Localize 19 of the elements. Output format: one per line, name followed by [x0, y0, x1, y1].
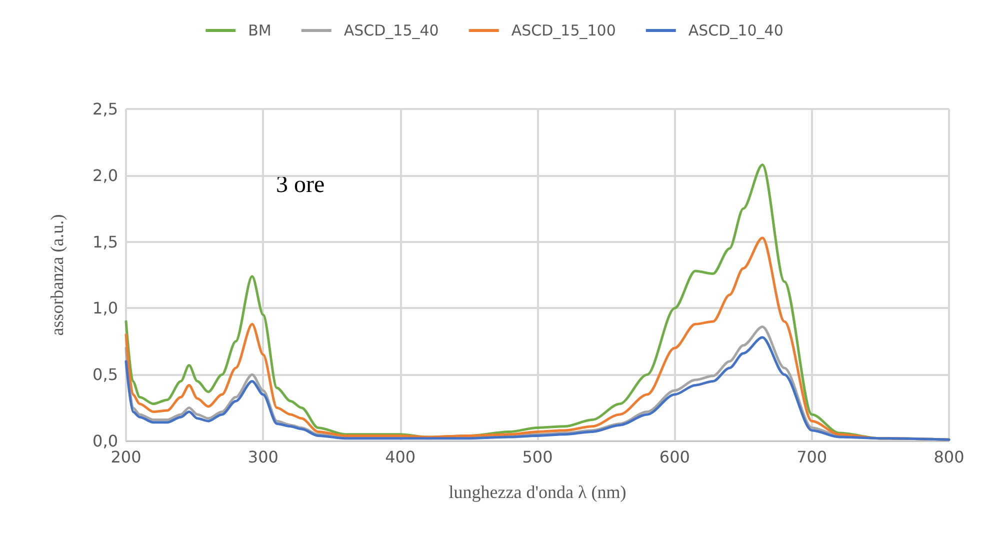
- legend-label: ASCD_15_100: [511, 22, 616, 40]
- y-tick-label: 1,0: [92, 298, 118, 318]
- legend-label: ASCD_15_40: [344, 22, 439, 40]
- y-tick-label: 2,0: [92, 166, 118, 185]
- x-tick-label: 200: [110, 448, 142, 466]
- x-tick-label: 800: [934, 448, 964, 466]
- x-tick-label: 300: [248, 448, 278, 466]
- x-tick-label: 600: [659, 448, 690, 466]
- y-axis-title: assorbanza (a.u.): [47, 214, 67, 336]
- x-tick-label: 400: [385, 448, 416, 466]
- y-tick-label: 2,5: [92, 100, 118, 118]
- y-tick-label: 0,5: [92, 365, 118, 384]
- x-tick-label: 700: [796, 448, 828, 466]
- y-tick-label: 0,0: [92, 432, 118, 450]
- legend-label: ASCD_10_40: [688, 22, 784, 40]
- legend-label: BM: [248, 22, 272, 40]
- y-tick-label: 1,5: [92, 232, 118, 252]
- x-axis-title: lunghezza d'onda λ (nm): [448, 482, 626, 502]
- x-tick-label: 500: [522, 448, 553, 466]
